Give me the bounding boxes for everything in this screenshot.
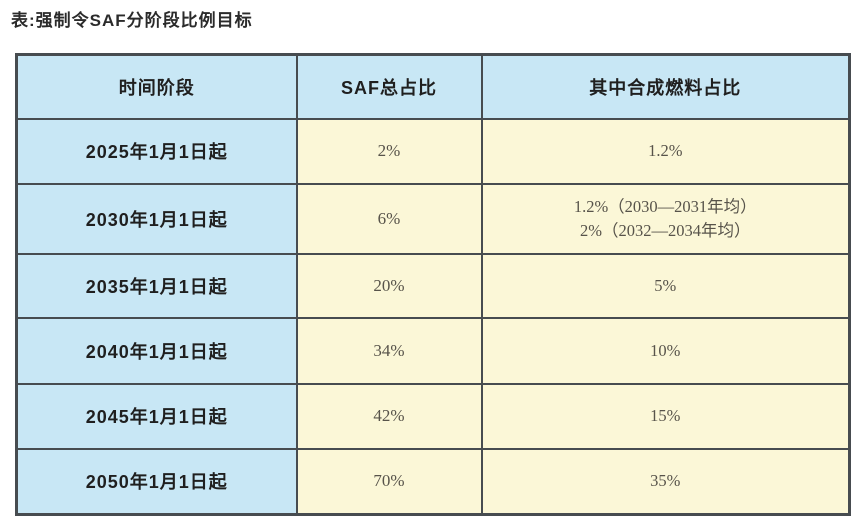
saf-total-cell: 34%: [295, 316, 483, 385]
period-cell: 2035年1月1日起: [15, 252, 298, 319]
synthetic-line: 10%: [650, 340, 681, 360]
period-cell: 2025年1月1日起: [15, 117, 298, 185]
synthetic-line: 2%（2032—2034年均）: [580, 220, 751, 240]
synthetic-cell: 10%: [480, 316, 851, 385]
synthetic-line: 1.2%（2030—2031年均）: [573, 196, 757, 216]
saf-total-cell: 70%: [295, 447, 483, 516]
saf-total-cell: 6%: [295, 182, 483, 255]
header-cell-saf-total: SAF总占比: [295, 53, 483, 120]
table-row: 2040年1月1日起 34% 10%: [15, 316, 851, 385]
period-cell: 2030年1月1日起: [15, 182, 298, 255]
period-cell: 2040年1月1日起: [15, 316, 298, 385]
synthetic-line: 35%: [650, 471, 681, 491]
table-row: 2045年1月1日起 42% 15%: [15, 382, 851, 450]
table-row: 2035年1月1日起 20% 5%: [15, 252, 851, 319]
synthetic-cell: 1.2%: [480, 117, 851, 185]
synthetic-cell: 35%: [480, 447, 851, 516]
saf-targets-table: 时间阶段 SAF总占比 其中合成燃料占比 2025年1月1日起 2% 1.2% …: [15, 53, 851, 516]
synthetic-line: 15%: [650, 406, 681, 426]
synthetic-cell: 15%: [480, 382, 851, 450]
table-row: 2025年1月1日起 2% 1.2%: [15, 117, 851, 185]
period-cell: 2045年1月1日起: [15, 382, 298, 450]
header-cell-period: 时间阶段: [15, 53, 298, 120]
saf-total-cell: 20%: [295, 252, 483, 319]
page-title: 表:强制令SAF分阶段比例目标: [11, 11, 253, 30]
header-cell-synthetic: 其中合成燃料占比: [480, 53, 851, 120]
synthetic-cell: 5%: [480, 252, 851, 319]
table-header-row: 时间阶段 SAF总占比 其中合成燃料占比: [15, 53, 851, 120]
synthetic-cell: 1.2%（2030—2031年均） 2%（2032—2034年均）: [480, 182, 851, 255]
synthetic-line: 5%: [654, 275, 677, 295]
table-row: 2030年1月1日起 6% 1.2%（2030—2031年均） 2%（2032—…: [15, 182, 851, 255]
saf-total-cell: 42%: [295, 382, 483, 450]
table-row: 2050年1月1日起 70% 35%: [15, 447, 851, 516]
synthetic-line: 1.2%: [648, 141, 683, 161]
period-cell: 2050年1月1日起: [15, 447, 298, 516]
saf-total-cell: 2%: [295, 117, 483, 185]
